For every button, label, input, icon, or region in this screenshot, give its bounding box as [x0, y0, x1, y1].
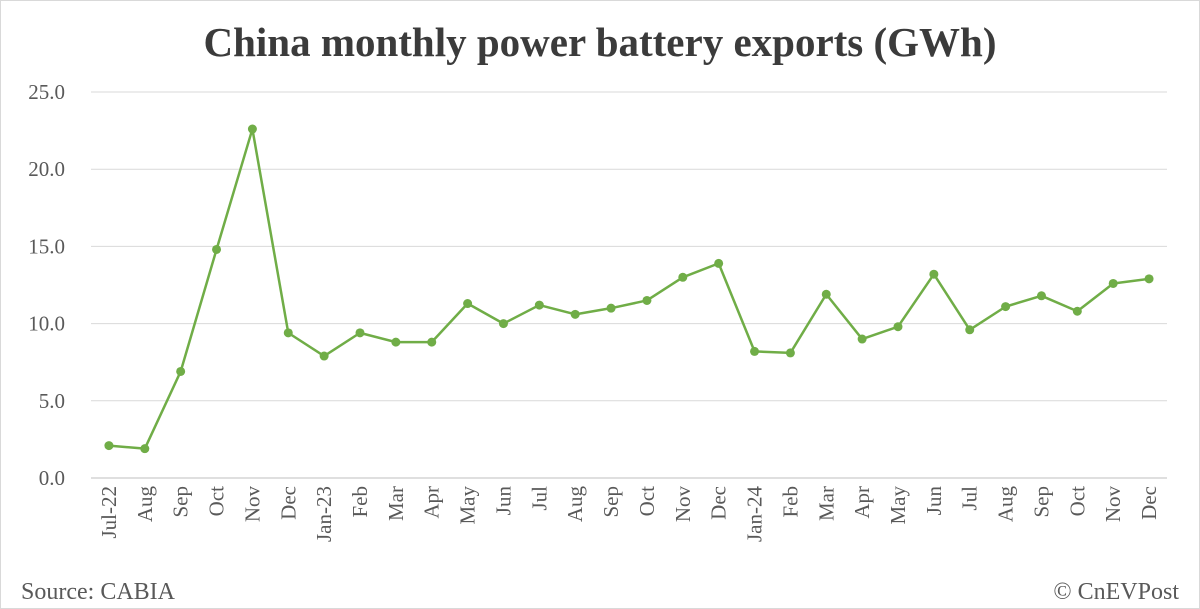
data-point [570, 309, 580, 319]
data-point [606, 303, 616, 313]
x-tick-label: Apr [850, 486, 874, 519]
data-point [642, 295, 652, 305]
y-tick-label: 0.0 [39, 466, 65, 490]
data-point [893, 322, 903, 332]
x-tick-label: Aug [133, 486, 157, 523]
x-tick-label: Jan-24 [743, 486, 767, 542]
data-point [355, 328, 365, 338]
x-tick-label: Nov [240, 486, 264, 523]
data-point [678, 272, 688, 282]
x-tick-label: Jul [958, 486, 982, 511]
data-point [463, 299, 473, 309]
data-point [140, 444, 150, 454]
x-tick-label: Sep [599, 486, 623, 518]
data-point [1036, 291, 1046, 301]
x-tick-label: Oct [205, 486, 229, 516]
x-tick-label: Jun [922, 486, 946, 516]
chart-title: China monthly power battery exports (GWh… [203, 19, 996, 65]
x-tick-label: Nov [1101, 486, 1125, 523]
data-point [1108, 278, 1118, 288]
x-tick-label: May [886, 486, 910, 525]
y-tick-label: 15.0 [28, 234, 65, 258]
x-tick-label: Jan-23 [312, 486, 336, 542]
x-tick-label: Aug [994, 486, 1018, 523]
data-point [821, 289, 831, 299]
data-point [857, 334, 867, 344]
x-tick-label: Jul [527, 486, 551, 511]
data-point [750, 346, 760, 356]
x-tick-label: Feb [778, 486, 802, 518]
data-point [1072, 306, 1082, 316]
data-point [1001, 302, 1011, 312]
x-tick-label: Jun [491, 486, 515, 516]
data-point [319, 351, 329, 361]
x-tick-label: Dec [1137, 486, 1161, 520]
data-point [283, 328, 293, 338]
x-tick-label: Aug [563, 486, 587, 523]
x-tick-label: Sep [1029, 486, 1053, 518]
data-point [247, 124, 257, 134]
x-tick-label: Mar [814, 486, 838, 521]
x-tick-label: Feb [348, 486, 372, 518]
y-tick-label: 5.0 [39, 389, 65, 413]
data-point [391, 337, 401, 347]
x-tick-label: Dec [276, 486, 300, 520]
x-tick-label: Oct [635, 486, 659, 516]
data-point [929, 269, 939, 279]
x-tick-label: Nov [671, 486, 695, 523]
x-tick-label: Oct [1065, 486, 1089, 516]
y-tick-label: 20.0 [28, 157, 65, 181]
data-point [714, 258, 724, 268]
data-point [104, 441, 114, 451]
series-line [108, 127, 1150, 450]
data-point [534, 300, 544, 310]
data-point [965, 325, 975, 335]
data-point [212, 244, 222, 254]
source-label: Source: CABIA [21, 579, 176, 605]
x-tick-label: May [456, 486, 480, 525]
data-point [498, 319, 508, 329]
data-point [1144, 274, 1154, 284]
x-tick-label: Mar [384, 486, 408, 521]
data-point [427, 337, 437, 347]
x-tick-label: Sep [169, 486, 193, 518]
y-tick-label: 25.0 [28, 80, 65, 104]
x-tick-label: Apr [420, 486, 444, 519]
x-tick-label: Jul-22 [97, 486, 121, 539]
credit-label: © CnEVPost [1053, 579, 1179, 605]
data-point [785, 348, 795, 358]
data-point [176, 366, 186, 376]
y-tick-label: 10.0 [28, 312, 65, 336]
x-tick-label: Dec [707, 486, 731, 520]
